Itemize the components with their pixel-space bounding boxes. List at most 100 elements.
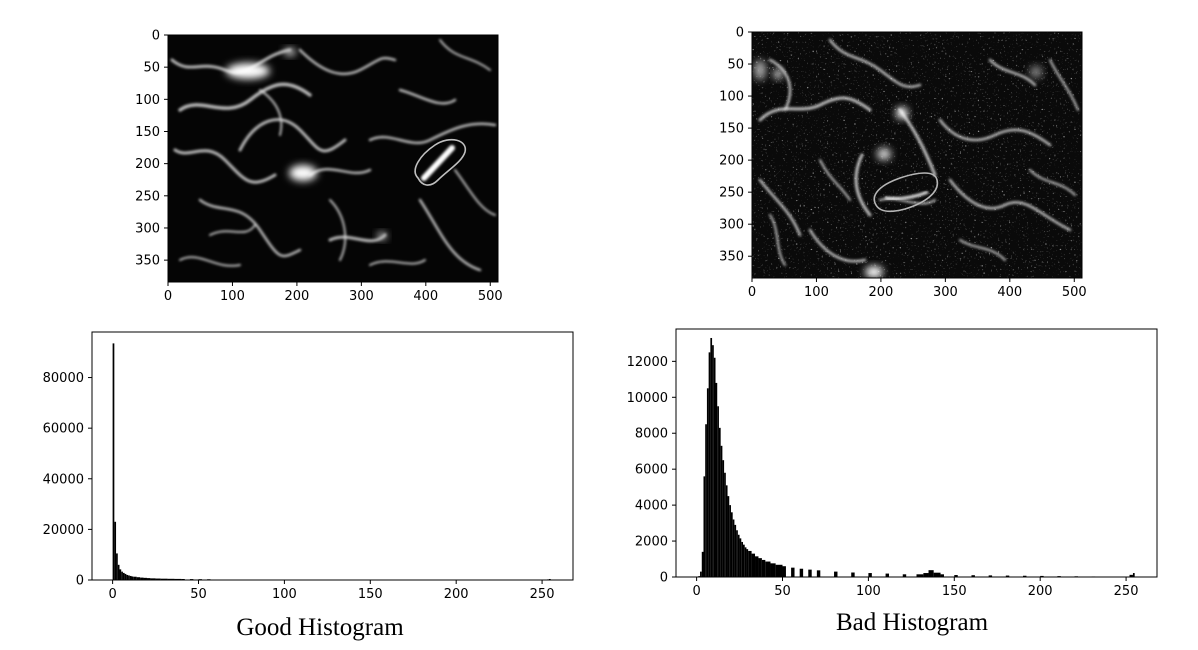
bad-histogram-xtick-label: 150 [942,584,967,599]
bad-histogram-bar [700,572,702,577]
good-histogram-xtick-label: 250 [530,587,555,602]
micrograph-bad-vessels [752,32,1082,278]
micrograph-bad-ytick-label: 50 [727,58,744,73]
bad-histogram-bar [740,538,742,577]
micrograph-bad-xtick-label: 200 [868,285,893,300]
bad-histogram-bar [776,565,783,577]
bad-histogram-bar [868,573,871,577]
bad-histogram-bar [929,570,934,577]
bad-histogram-bar [738,535,740,577]
good-histogram-xtick-label: 150 [358,587,383,602]
bad-histogram-bar [710,338,712,577]
good-histogram-bar [126,575,128,580]
bad-histogram-bar [903,574,906,577]
bad-histogram-bar [770,563,775,577]
bad-histogram-bar [941,574,944,577]
bad-histogram-ytick-label: 6000 [635,463,668,478]
micrograph-good-xtick-label: 500 [478,289,503,304]
bad-histogram-bar [712,345,714,577]
good-histogram-bar [199,579,202,580]
good-histogram-bar [150,578,155,580]
good-histogram-bar [547,579,549,580]
bad-histogram-bar [728,496,730,577]
micrograph-good-ytick-label: 350 [135,254,160,269]
bad-histogram-bar [1130,575,1133,577]
bad-histogram-xtick-label: 50 [774,584,791,599]
bad-histogram-bar [934,573,941,577]
good-histogram-bar [128,575,130,580]
bad-histogram-bar [989,575,992,577]
bad-histogram-bar [726,485,728,577]
bad-histogram-bar [1075,576,1078,577]
bad-histogram-bar [714,358,716,577]
micrograph-bad-xtick-label: 0 [748,285,756,300]
bad-histogram-bar [752,554,755,577]
bad-histogram-bar [1133,573,1135,577]
good-histogram-ytick-label: 80000 [43,371,84,386]
micrograph-bad-ytick-label: 100 [719,90,744,105]
good-histogram-bar [121,572,123,580]
good-histogram-bar [137,577,140,580]
good-histogram-bar [125,574,127,580]
good-histogram-xtick-label: 200 [444,587,469,602]
bad-histogram-bar [741,542,743,577]
bad-histogram-bar [755,556,758,577]
bad-histogram-bar [722,460,724,577]
micrograph-good-xtick-label: 0 [164,289,172,304]
micrograph-bad-ytick-label: 0 [736,26,744,41]
bad-histogram-bar [729,505,731,577]
bad-histogram-bar [719,428,721,577]
micrograph-good-ytick-label: 300 [135,221,160,236]
good-histogram-xtick-label: 50 [190,587,207,602]
good-histogram-bar [132,576,134,580]
bad-histogram-bar [745,547,747,577]
bad-histogram-bar [736,530,738,577]
good-histogram-bar [181,579,184,580]
bad-histogram-title: Bad Histogram [836,609,989,636]
good-histogram-bar [144,578,147,580]
micrograph-bad-xtick-label: 100 [804,285,829,300]
micrograph-bad-xtick-label: 300 [933,285,958,300]
good-histogram-bar [174,579,181,580]
bad-histogram-bar [954,575,957,577]
good-histogram-bar [549,579,551,580]
bad-histogram-bar [971,575,974,577]
bad-histogram-xtick-label: 250 [1114,584,1139,599]
bad-histogram-bar [762,560,765,577]
good-histogram-bar [113,343,115,580]
good-histogram-bar [118,565,120,580]
good-histogram-bar [161,579,168,580]
bad-histogram-bar [703,476,705,577]
micrograph-bad: 0 100 200 300 400 500 0 50 100 150 200 250 300 350 [719,26,1087,301]
micrograph-bad-ytick-label: 250 [719,186,744,201]
good-histogram-bar [114,522,116,580]
good-histogram-bar [130,576,132,580]
bad-histogram-bar [705,424,707,577]
good-histogram-bar [168,579,175,580]
micrograph-good-xtick-label: 400 [413,289,438,304]
bad-histogram-bar [731,512,733,577]
bad-histogram-ytick-label: 12000 [627,355,668,370]
good-histogram-title: Good Histogram [236,614,404,641]
good-histogram-bar [156,579,161,580]
bad-histogram-ytick-label: 2000 [635,535,668,550]
good-histogram-ytick-label: 20000 [43,523,84,538]
bad-histogram-xtick-label: 0 [692,584,700,599]
bad-histogram-bar [743,545,745,577]
good-histogram-bar [207,579,210,580]
micrograph-bad-ytick-label: 350 [719,250,744,265]
good-histogram-bar [123,573,125,580]
bad-histogram-bar [917,574,924,577]
bad-histogram-bar [698,576,700,577]
bad-histogram-bar [1057,576,1060,577]
good-histogram-bar [140,578,143,580]
bad-histogram-bar [834,572,837,577]
bad-histogram-bar [765,562,770,577]
bad-histogram-bar [886,574,889,577]
bad-histogram-ytick-label: 10000 [627,391,668,406]
bad-histogram-bar [748,551,751,577]
micrograph-bad-xtick-label: 500 [1062,285,1087,300]
good-histogram-bar [190,579,193,580]
bad-histogram-ytick-label: 8000 [635,427,668,442]
